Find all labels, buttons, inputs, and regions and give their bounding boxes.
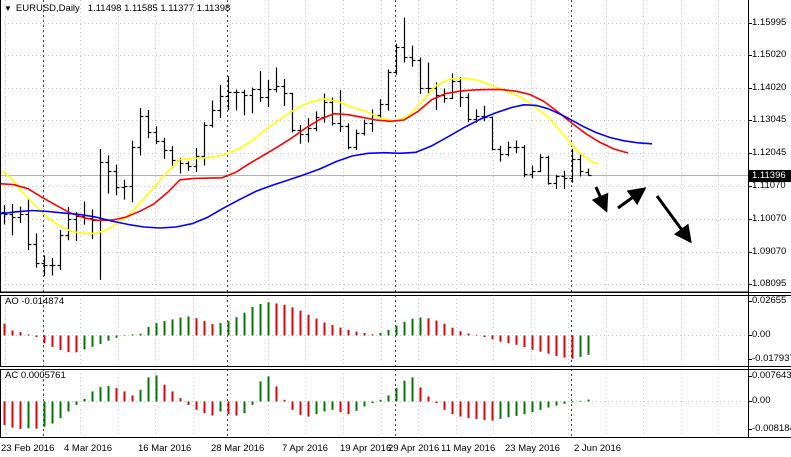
- price-axis-label: 1.14020: [752, 83, 787, 94]
- ma-slow-blue-line: [0, 104, 653, 229]
- chart-title-overlay: ▼ EURUSD,Daily 1.11498 1.11585 1.11377 1.1…: [4, 3, 230, 14]
- ac-axis-label: 0.00: [752, 396, 771, 407]
- ao-axis-label: -0.017937: [752, 353, 791, 364]
- ohlc-readout: 1.11498 1.11585 1.11377 1.11398: [87, 3, 231, 14]
- ao-axis-label: 0.02655: [752, 295, 787, 306]
- trend-arrow[interactable]: [655, 195, 692, 244]
- date-axis-label: 7 Apr 2016: [282, 443, 328, 454]
- main-panel-border: [0, 0, 749, 293]
- date-axis-label: 19 Apr 2016: [340, 443, 392, 454]
- ma-fast-yellow-line: [0, 77, 599, 235]
- price-axis-label: 1.11070: [752, 180, 786, 191]
- price-axis-label: 1.12045: [752, 148, 787, 159]
- price-axis-label: 1.08095: [752, 279, 787, 289]
- ao-axis-label: 0.00: [752, 330, 771, 341]
- price-axis-label: 1.13045: [752, 115, 787, 126]
- date-axis-label: 23 Feb 2016: [1, 443, 55, 454]
- ac-axis-label: 0.0076434: [752, 370, 791, 381]
- date-axis-label: 28 Mar 2016: [211, 443, 265, 454]
- current-price-tag: 1.11396: [749, 169, 791, 182]
- date-axis-label: 16 Mar 2016: [138, 443, 192, 454]
- ac-axis-label: -0.0081844: [752, 423, 791, 434]
- ao-panel-border: [0, 295, 749, 367]
- price-axis-label: 1.10070: [752, 213, 787, 224]
- date-axis-label: 4 Mar 2016: [64, 443, 113, 454]
- ao-indicator-label: AO -0.014874: [5, 296, 65, 307]
- ma-mid-red-line: [0, 88, 629, 222]
- trend-arrow[interactable]: [591, 186, 609, 213]
- ac-panel-border: [0, 369, 749, 438]
- date-axis-label: 2 Jun 2016: [574, 443, 622, 454]
- date-axis-label: 29 Apr 2016: [388, 443, 440, 454]
- price-axis-label: 1.09070: [752, 246, 787, 257]
- price-axis-label: 1.15995: [752, 17, 787, 28]
- date-axis-label: 11 May 2016: [441, 443, 496, 454]
- date-axis-label: 23 May 2016: [505, 443, 560, 454]
- trend-arrow[interactable]: [617, 187, 647, 210]
- symbol-dropdown-icon[interactable]: ▼: [4, 4, 12, 13]
- price-axis-label: 1.15020: [752, 50, 787, 61]
- ac-indicator-label: AC 0.0005761: [5, 370, 66, 381]
- symbol-label: EURUSD,Daily: [15, 3, 80, 14]
